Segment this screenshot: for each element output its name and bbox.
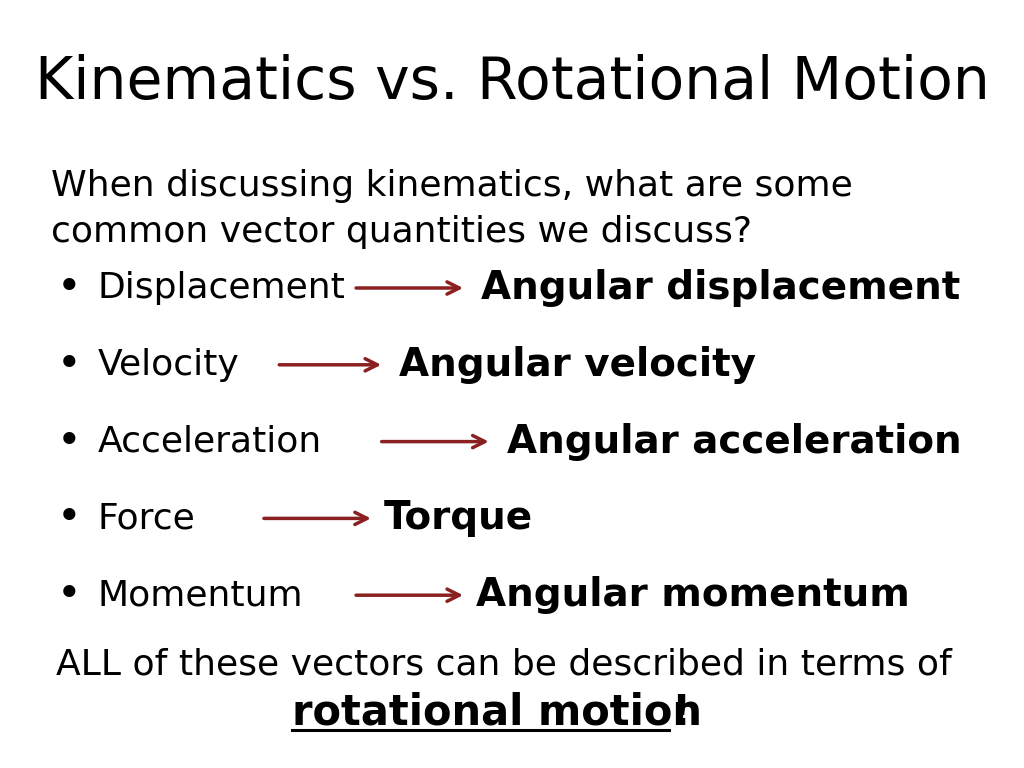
- Text: Velocity: Velocity: [97, 348, 239, 382]
- Text: rotational motion: rotational motion: [292, 692, 701, 733]
- Text: common vector quantities we discuss?: common vector quantities we discuss?: [51, 215, 753, 249]
- Text: !: !: [671, 692, 690, 733]
- Text: •: •: [56, 574, 81, 616]
- Text: •: •: [56, 344, 81, 386]
- Text: Momentum: Momentum: [97, 578, 303, 612]
- Text: Force: Force: [97, 502, 195, 535]
- Text: Acceleration: Acceleration: [97, 425, 322, 458]
- Text: ALL of these vectors can be described in terms of: ALL of these vectors can be described in…: [56, 647, 952, 681]
- Text: Angular displacement: Angular displacement: [481, 269, 961, 307]
- Text: Displacement: Displacement: [97, 271, 345, 305]
- Text: Torque: Torque: [384, 499, 534, 538]
- Text: Angular velocity: Angular velocity: [399, 346, 757, 384]
- Text: Kinematics vs. Rotational Motion: Kinematics vs. Rotational Motion: [35, 54, 989, 111]
- Text: •: •: [56, 421, 81, 462]
- Text: •: •: [56, 498, 81, 539]
- Text: Angular momentum: Angular momentum: [476, 576, 910, 614]
- Text: •: •: [56, 267, 81, 309]
- Text: Angular acceleration: Angular acceleration: [507, 422, 962, 461]
- Text: When discussing kinematics, what are some: When discussing kinematics, what are som…: [51, 169, 853, 203]
